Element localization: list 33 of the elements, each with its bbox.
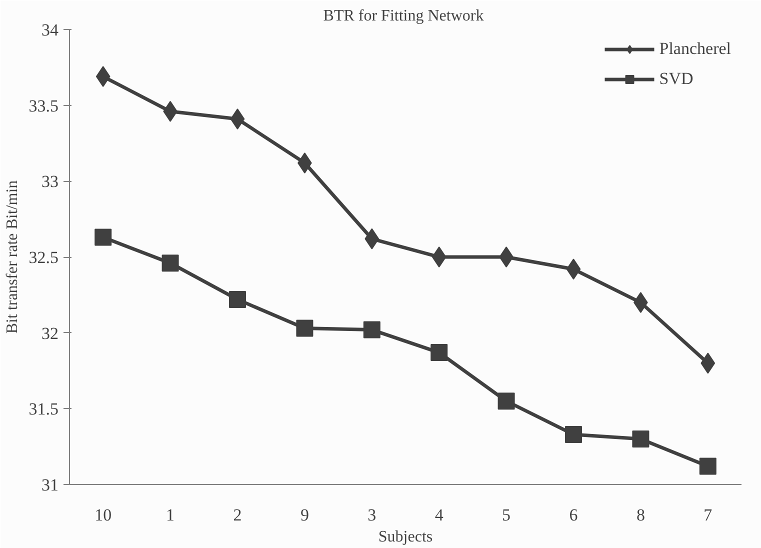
legend-label: Plancherel: [659, 39, 731, 59]
x-tick-label: 3: [368, 506, 376, 524]
point: [296, 320, 314, 337]
point: [162, 254, 179, 272]
x-axis-title: Subjects: [378, 528, 433, 546]
x-tick-label: 1: [166, 506, 175, 524]
y-tick-label: 32: [42, 324, 58, 343]
x-tick-label: 9: [300, 506, 309, 524]
y-axis-title: Bit transfer rate Bit/min: [4, 180, 21, 334]
x-tick-label: 7: [704, 506, 713, 524]
point: [699, 458, 716, 475]
y-tick-label: 33.5: [28, 96, 58, 116]
y-tick-label: 31.5: [28, 400, 58, 419]
y-tick-label: 34: [42, 20, 59, 40]
point: [632, 430, 650, 448]
x-tick-label: 6: [569, 506, 578, 524]
legend-label: SVD: [659, 69, 694, 89]
point: [432, 246, 446, 268]
point: [94, 228, 112, 246]
chart-title: BTR for Fitting Network: [323, 8, 484, 24]
point: [565, 426, 582, 443]
point: [430, 344, 448, 362]
x-tick-label: 5: [502, 506, 511, 524]
x-tick-label: 2: [233, 506, 242, 524]
point: [363, 321, 380, 338]
y-tick-label: 33: [42, 172, 58, 192]
x-tick-label: 8: [636, 506, 645, 524]
point: [229, 290, 246, 308]
point: [498, 392, 515, 410]
x-tick-label: 4: [434, 506, 444, 524]
y-tick-label: 31: [42, 476, 58, 494]
x-tick-label: 10: [94, 506, 112, 524]
y-tick-label: 32.5: [28, 248, 58, 267]
